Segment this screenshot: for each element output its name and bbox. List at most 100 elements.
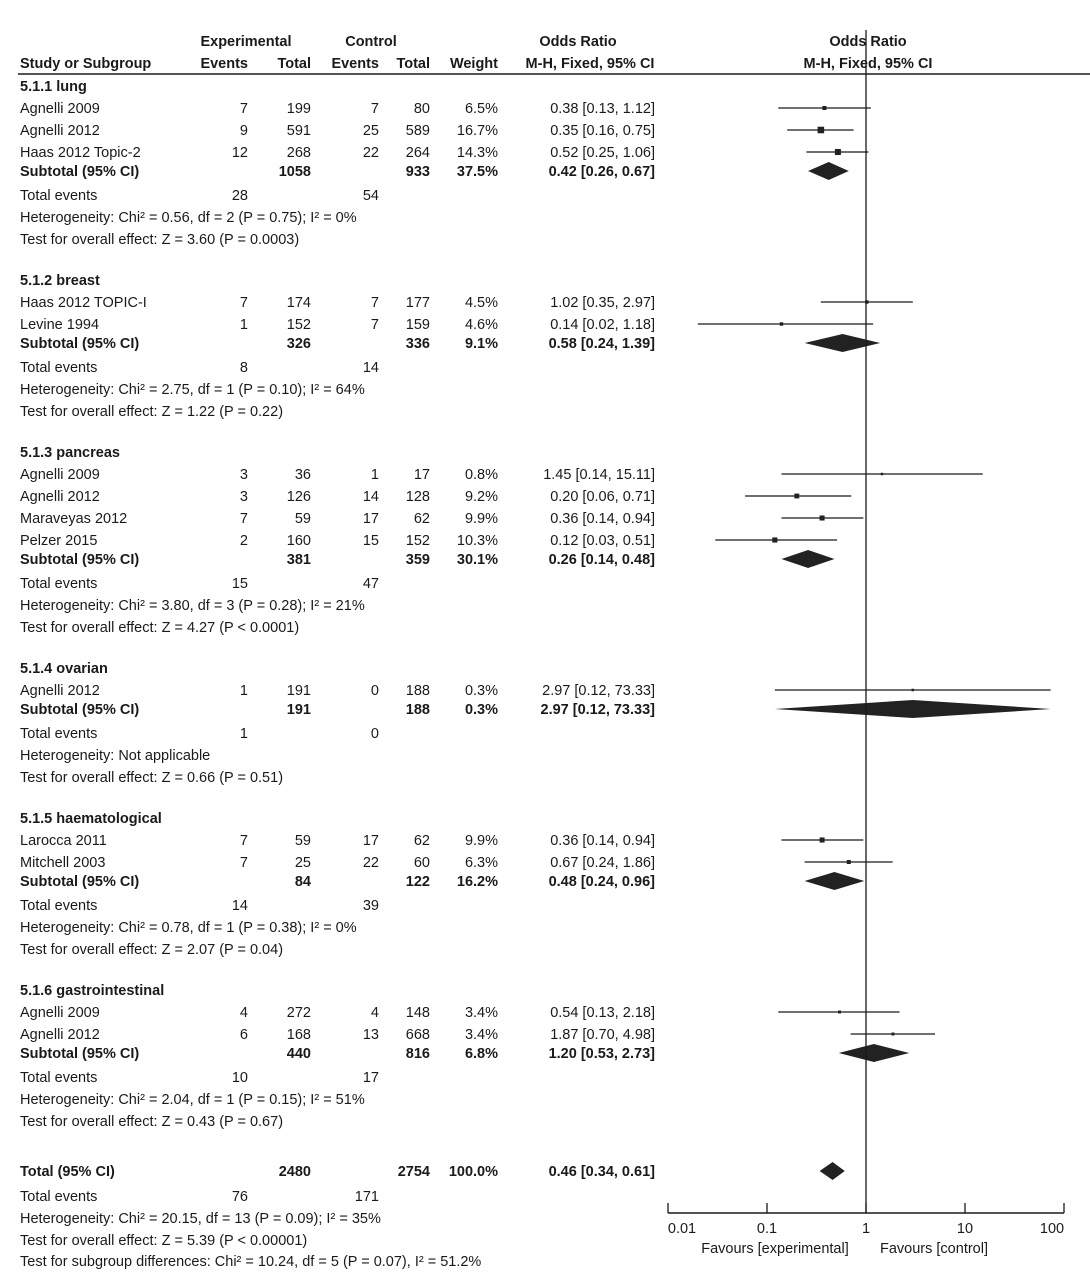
overall-effect: Test for overall effect: Z = 4.27 (P < 0… xyxy=(20,620,299,636)
ctl-events: 7 xyxy=(371,295,379,311)
ctl-total: 177 xyxy=(406,295,430,311)
overall-section: Total (95% CI) 2480 2754 100.0% 0.46 [0.34, … xyxy=(20,1164,655,1270)
subtotal-ctl-total: 933 xyxy=(406,164,430,180)
odds-ratio: 0.54 [0.13, 2.18] xyxy=(550,1005,655,1021)
ctl-events: 1 xyxy=(371,467,379,483)
subtotal-weight: 30.1% xyxy=(457,552,498,568)
exp-events: 1 xyxy=(240,683,248,699)
ctl-total: 60 xyxy=(414,855,430,871)
point-estimate-square xyxy=(794,493,800,499)
subtotal-label: Subtotal (95% CI) xyxy=(20,1046,139,1062)
exp-events: 6 xyxy=(240,1027,248,1043)
exp-events: 3 xyxy=(240,467,248,483)
study-name: Agnelli 2012 xyxy=(20,123,100,139)
header-experimental: Experimental xyxy=(200,34,291,50)
total-events-ctl: 0 xyxy=(371,726,379,742)
subgroup: 5.1.4 ovarian Agnelli 2012 1 191 0 188 0.3% 2.9… xyxy=(20,661,655,786)
axis-tick-label: 100 xyxy=(1040,1221,1064,1237)
total-odds-ratio: 0.46 [0.34, 0.61] xyxy=(549,1164,656,1180)
subtotal-weight: 37.5% xyxy=(457,164,498,180)
exp-total: 36 xyxy=(295,467,311,483)
study-name: Agnelli 2009 xyxy=(20,1005,100,1021)
exp-events: 12 xyxy=(232,145,248,161)
odds-ratio: 1.87 [0.70, 4.98] xyxy=(550,1027,655,1043)
exp-total: 25 xyxy=(295,855,311,871)
study-name: Agnelli 2009 xyxy=(20,101,100,117)
total-events-ctl: 17 xyxy=(363,1070,379,1086)
total-weight: 100.0% xyxy=(449,1164,498,1180)
odds-ratio: 0.36 [0.14, 0.94] xyxy=(550,511,655,527)
exp-total: 152 xyxy=(287,317,311,333)
ctl-events: 7 xyxy=(371,317,379,333)
subtotal-label: Subtotal (95% CI) xyxy=(20,874,139,890)
weight: 4.5% xyxy=(465,295,498,311)
header-plot-title: Odds Ratio xyxy=(829,34,906,50)
weight: 9.2% xyxy=(465,489,498,505)
total-events-label: Total events xyxy=(20,1189,97,1205)
study-name: Pelzer 2015 xyxy=(20,533,97,549)
study-row: Larocca 2011 7 59 17 62 9.9% 0.36 [0.14, 0.94] xyxy=(20,833,655,849)
exp-total: 59 xyxy=(295,511,311,527)
study-row: Pelzer 2015 2 160 15 152 10.3% 0.12 [0.03, 0.5… xyxy=(20,533,655,549)
subtotal-exp-total: 84 xyxy=(295,874,311,890)
subgroup-title: 5.1.4 ovarian xyxy=(20,661,108,677)
ctl-total: 152 xyxy=(406,533,430,549)
axis-tick-label: 0.01 xyxy=(668,1221,696,1237)
exp-total: 160 xyxy=(287,533,311,549)
subtotal-label: Subtotal (95% CI) xyxy=(20,702,139,718)
total-events-ctl: 54 xyxy=(363,188,379,204)
study-row: Maraveyas 2012 7 59 17 62 9.9% 0.36 [0.14, 0.9… xyxy=(20,511,655,527)
subgroup-title: 5.1.3 pancreas xyxy=(20,445,120,461)
ctl-total: 62 xyxy=(414,511,430,527)
point-estimate-square xyxy=(865,300,869,304)
subtotal-label: Subtotal (95% CI) xyxy=(20,164,139,180)
overall-effect: Test for overall effect: Z = 1.22 (P = 0… xyxy=(20,404,283,420)
subtotal-diamond xyxy=(838,1044,910,1062)
subtotal-odds-ratio: 1.20 [0.53, 2.73] xyxy=(549,1046,656,1062)
subtotal-ctl-total: 816 xyxy=(406,1046,430,1062)
odds-ratio: 0.67 [0.24, 1.86] xyxy=(550,855,655,871)
weight: 4.6% xyxy=(465,317,498,333)
total-label: Total (95% CI) xyxy=(20,1164,115,1180)
study-name: Agnelli 2012 xyxy=(20,683,100,699)
point-estimate-square xyxy=(779,322,784,326)
study-name: Haas 2012 TOPIC-I xyxy=(20,295,147,311)
point-estimate-square xyxy=(819,515,825,521)
study-name: Maraveyas 2012 xyxy=(20,511,127,527)
weight: 9.9% xyxy=(465,511,498,527)
study-row: Haas 2012 TOPIC-I 7 174 7 177 4.5% 1.02 [0.35,… xyxy=(20,295,655,311)
total-exp-total: 2480 xyxy=(279,1164,311,1180)
subgroup-title: 5.1.2 breast xyxy=(20,273,100,289)
total-events-exp: 76 xyxy=(232,1189,248,1205)
subtotal-ctl-total: 336 xyxy=(406,336,430,352)
header-study: Study or Subgroup xyxy=(20,56,151,72)
subtotal-exp-total: 326 xyxy=(287,336,311,352)
subgroup: 5.1.3 pancreas Agnelli 2009 3 36 1 17 0.8% 1.45… xyxy=(20,445,655,636)
overall-effect: Test for overall effect: Z = 5.39 (P < 0… xyxy=(20,1233,307,1249)
ctl-events: 15 xyxy=(363,533,379,549)
subtotal-ctl-total: 359 xyxy=(406,552,430,568)
overall-diamond xyxy=(819,1162,845,1180)
ctl-events: 4 xyxy=(371,1005,379,1021)
total-events-label: Total events xyxy=(20,726,97,742)
ctl-total: 148 xyxy=(406,1005,430,1021)
ctl-total: 80 xyxy=(414,101,430,117)
subtotal-exp-total: 191 xyxy=(287,702,311,718)
plot-marks xyxy=(697,105,1051,1180)
ctl-events: 14 xyxy=(363,489,379,505)
odds-ratio: 0.35 [0.16, 0.75] xyxy=(550,123,655,139)
subtotal-label: Subtotal (95% CI) xyxy=(20,552,139,568)
exp-total: 59 xyxy=(295,833,311,849)
weight: 0.3% xyxy=(465,683,498,699)
study-row: Agnelli 2009 7 199 7 80 6.5% 0.38 [0.13, 1.12] xyxy=(20,101,655,117)
subgroup-differences: Test for subgroup differences: Chi² = 10… xyxy=(20,1254,481,1270)
header-exp-events: Events xyxy=(200,56,248,72)
header-ctl-events: Events xyxy=(331,56,379,72)
ctl-total: 17 xyxy=(414,467,430,483)
weight: 3.4% xyxy=(465,1027,498,1043)
point-estimate-square xyxy=(772,537,778,543)
point-estimate-square xyxy=(891,1032,895,1036)
ctl-events: 25 xyxy=(363,123,379,139)
subtotal-label: Subtotal (95% CI) xyxy=(20,336,139,352)
